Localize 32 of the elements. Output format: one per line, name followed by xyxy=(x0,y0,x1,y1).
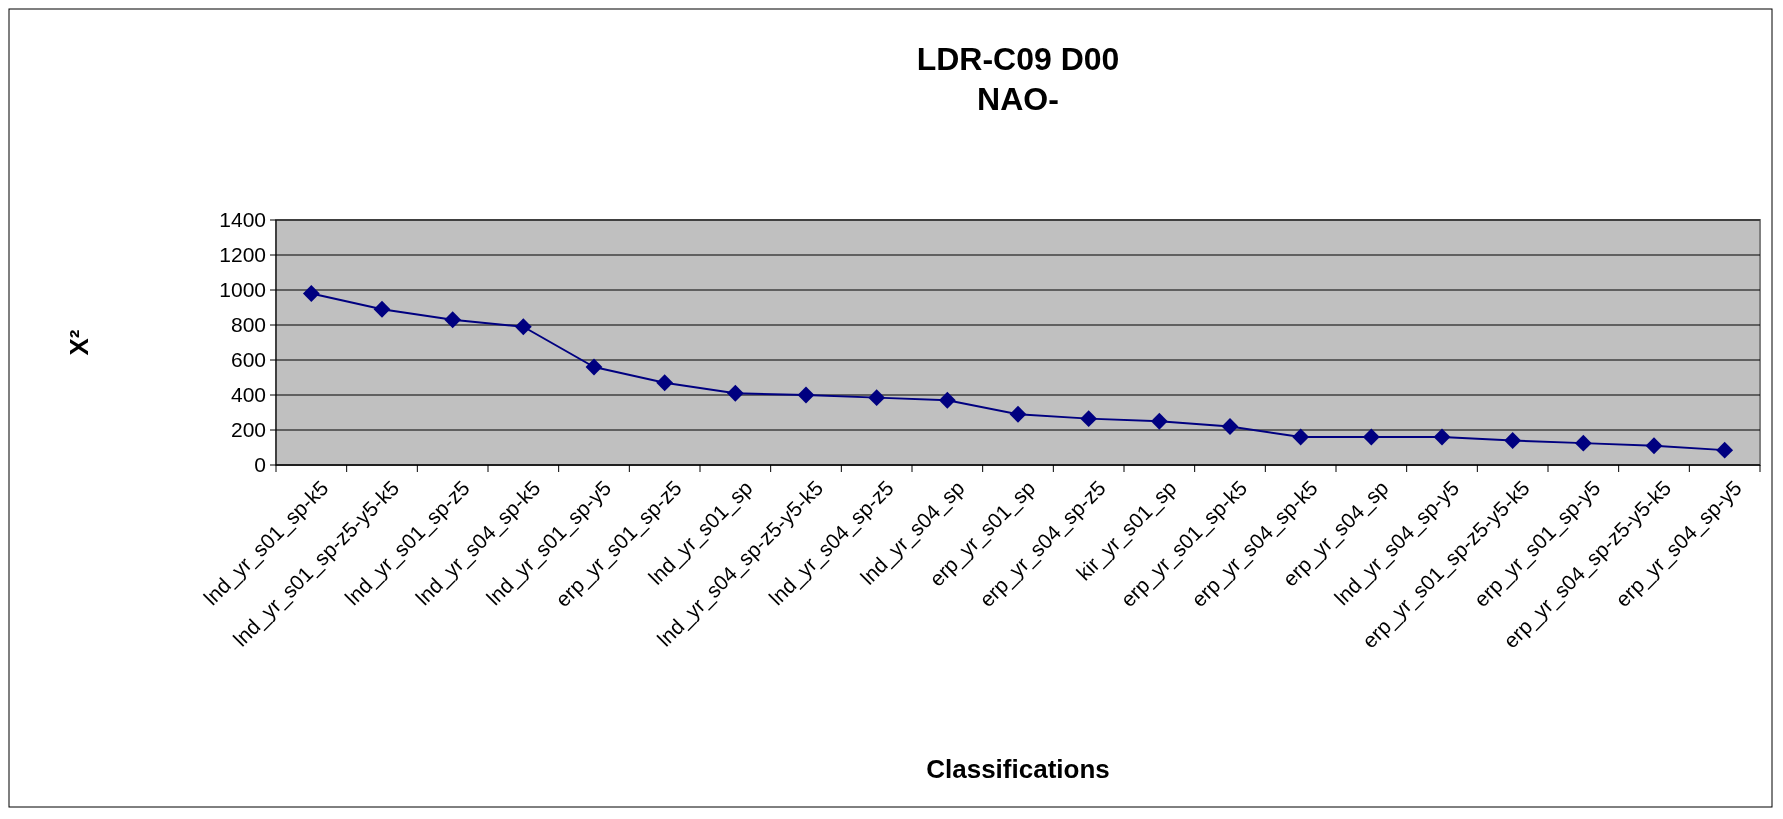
point xyxy=(1504,432,1522,449)
point xyxy=(444,311,462,329)
y-tick-label: 400 xyxy=(230,383,266,407)
chart-title: LDR-C09 D00 NAO- xyxy=(916,41,1120,117)
point xyxy=(1292,428,1310,446)
point xyxy=(585,358,603,376)
point xyxy=(1221,418,1239,435)
point xyxy=(1574,434,1592,452)
point xyxy=(797,386,815,404)
point xyxy=(514,318,532,336)
point xyxy=(1362,428,1380,446)
y-tick-label: 0 xyxy=(254,453,266,477)
y-tick-label: 600 xyxy=(230,348,266,372)
y-tick-label: 1400 xyxy=(219,208,266,232)
y-tick-label: 1000 xyxy=(219,278,266,302)
point xyxy=(1645,437,1663,455)
point xyxy=(1080,410,1098,428)
point xyxy=(1009,405,1027,423)
point xyxy=(868,389,886,407)
point xyxy=(373,300,391,318)
y-tick-label: 800 xyxy=(230,313,266,337)
y-tick-label: 1200 xyxy=(219,243,266,267)
point xyxy=(1433,428,1451,446)
point xyxy=(726,384,744,402)
x-axis-title: Classifications xyxy=(926,754,1110,784)
point xyxy=(302,285,320,302)
y-axis-title: X² xyxy=(64,329,94,356)
point xyxy=(1150,412,1168,430)
point xyxy=(938,391,956,409)
point xyxy=(1716,441,1734,459)
point xyxy=(656,374,674,392)
y-tick-label: 200 xyxy=(230,418,266,442)
